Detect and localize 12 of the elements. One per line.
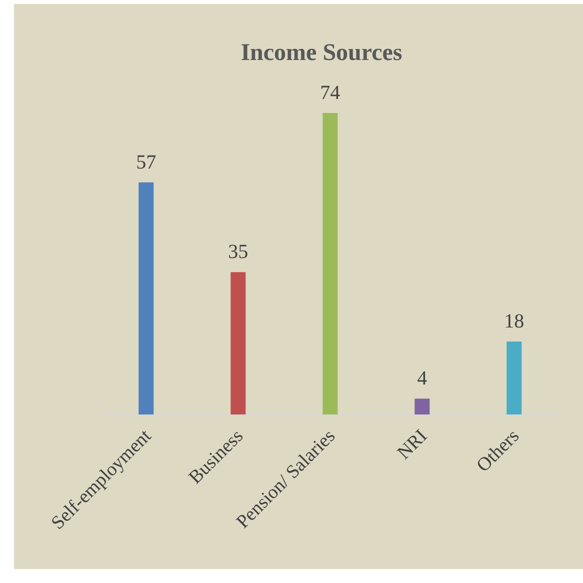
chart-title: Income Sources	[240, 40, 404, 67]
data-label: 74	[320, 82, 340, 104]
bar	[506, 342, 522, 415]
bar	[230, 272, 246, 415]
bar	[414, 398, 430, 415]
data-label: 4	[417, 368, 428, 390]
data-label: 57	[136, 151, 156, 174]
bar	[138, 182, 154, 415]
data-label: 35	[228, 241, 248, 264]
data-label: 18	[504, 310, 524, 333]
x-tick-label: NRI	[394, 426, 432, 464]
bar	[322, 113, 338, 415]
